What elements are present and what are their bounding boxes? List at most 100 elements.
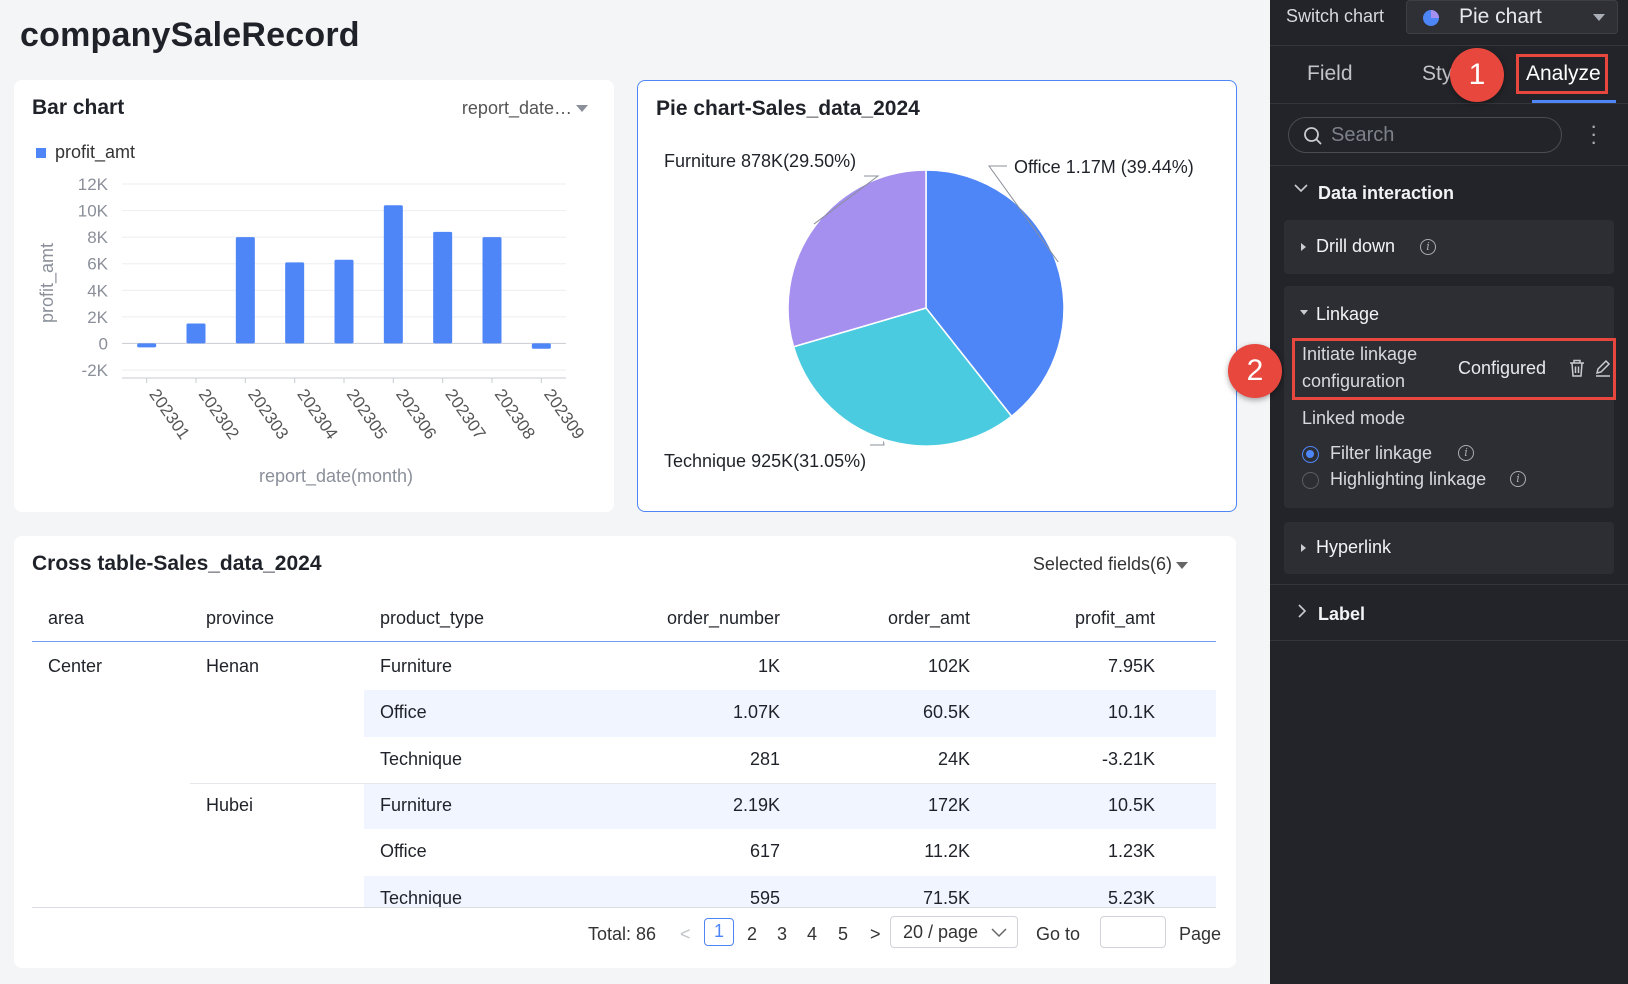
linkage-status: Configured xyxy=(1458,358,1547,378)
x-axis-label: report_date(month) xyxy=(259,466,413,487)
column-header-product-type[interactable]: product_type xyxy=(380,608,485,628)
table-cell-province: Hubei xyxy=(206,794,254,815)
column-header-province[interactable]: province xyxy=(206,608,275,628)
column-header-order-number[interactable]: order_number xyxy=(666,608,780,628)
bar-legend[interactable]: profit_amt xyxy=(36,142,135,163)
pie-chart-plot[interactable]: Office 1.17M (39.44%) Technique 925K(31.0… xyxy=(638,81,1238,513)
dimension-select[interactable]: report_date… xyxy=(461,98,572,118)
search-placeholder: Search xyxy=(1331,124,1395,146)
table-cell-order-amt: 71.5K xyxy=(922,887,970,908)
pie-chart-card[interactable]: Pie chart-Sales_data_2024 Office 1.17M (… xyxy=(637,80,1237,512)
pie-slice-label: Furniture 878K(29.50%) xyxy=(664,151,856,171)
table-cell-profit-amt: 5.23K xyxy=(1107,887,1155,908)
x-tick-label: 202302 xyxy=(195,385,243,442)
tab-analyze[interactable]: Analyze xyxy=(1526,62,1601,85)
divider xyxy=(1270,640,1628,641)
radio-filter-linkage[interactable] xyxy=(1302,446,1319,463)
pie-leader-line xyxy=(870,441,885,446)
page-label: Page xyxy=(1179,924,1222,944)
prev-page-button[interactable]: < xyxy=(680,924,691,944)
info-icon[interactable]: i xyxy=(1420,239,1436,255)
caret-down-icon[interactable] xyxy=(1176,562,1188,569)
highlighting-linkage-label[interactable]: Highlighting linkage xyxy=(1330,469,1487,489)
page-2[interactable]: 2 xyxy=(747,924,758,944)
config-panel: Switch chart Pie chart Field Sty Analyze… xyxy=(1228,0,1628,984)
hyperlink-block[interactable]: Hyperlink xyxy=(1284,522,1614,574)
info-icon[interactable]: i xyxy=(1510,471,1526,487)
bar xyxy=(482,237,502,344)
x-tick-label: 202307 xyxy=(441,385,489,442)
table-cell-profit-amt: 7.95K xyxy=(1107,656,1155,676)
row-stripe xyxy=(364,690,1216,737)
caret-down-icon[interactable] xyxy=(1300,310,1308,315)
dashboard-canvas: companySaleRecord Bar chart report_date…… xyxy=(14,16,1237,968)
page-size-select[interactable]: 20 / page xyxy=(890,916,1018,948)
more-options-icon[interactable]: · · · xyxy=(1590,113,1598,154)
pie-slice xyxy=(792,307,1013,447)
x-tick-label: 202306 xyxy=(392,385,440,442)
bar xyxy=(235,237,255,344)
pie-slice-label: Technique 925K(31.05%) xyxy=(664,451,866,471)
bar xyxy=(383,205,403,344)
tab-style[interactable]: Sty xyxy=(1422,62,1453,85)
filter-linkage-label[interactable]: Filter linkage xyxy=(1330,443,1433,463)
goto-label: Go to xyxy=(1036,924,1081,944)
bar-chart-card[interactable]: Bar chart report_date… profit_amt 12K 10K… xyxy=(14,80,614,512)
x-tick-label: 202308 xyxy=(491,385,539,442)
chart-type-value: Pie chart xyxy=(1459,5,1542,28)
column-header-area[interactable]: area xyxy=(48,608,85,628)
y-tick-label: 8K xyxy=(87,228,108,247)
table-cell-order-number: 2.19K xyxy=(732,794,780,815)
section-label[interactable]: Label xyxy=(1318,604,1366,624)
info-icon[interactable]: i xyxy=(1458,445,1474,461)
linkage-label[interactable]: Linkage xyxy=(1316,304,1380,324)
chart-type-select[interactable]: Pie chart xyxy=(1406,0,1618,34)
caret-down-icon[interactable] xyxy=(576,105,588,112)
selected-fields-select[interactable]: Selected fields(6) xyxy=(1032,554,1172,574)
table-cell-product-type: Office xyxy=(380,702,427,723)
y-tick-label: 6K xyxy=(87,255,108,274)
radio-highlighting-linkage[interactable] xyxy=(1302,472,1319,489)
table-cell-order-number: 1.07K xyxy=(732,702,780,723)
page-3[interactable]: 3 xyxy=(777,924,788,944)
pie-slice-label: Office 1.17M (39.44%) xyxy=(1014,157,1194,177)
highlight-box-linkage-config xyxy=(1292,338,1616,400)
edit-icon[interactable] xyxy=(1594,358,1612,378)
cross-table-card[interactable]: Cross table-Sales_data_2024 Selected fie… xyxy=(14,536,1236,968)
table-cell-product-type: Technique xyxy=(380,887,463,908)
delete-icon[interactable] xyxy=(1568,358,1586,378)
x-tick-label: 202301 xyxy=(145,385,193,442)
drill-down-block[interactable]: Drill down i xyxy=(1284,220,1614,274)
caret-right-icon xyxy=(1301,544,1306,552)
tab-field[interactable]: Field xyxy=(1307,62,1353,85)
table-cell-product-type: Technique xyxy=(380,748,463,769)
switch-chart-label: Switch chart xyxy=(1286,6,1385,26)
caret-right-icon xyxy=(1301,243,1306,251)
next-page-button[interactable]: > xyxy=(870,924,881,944)
page-5[interactable]: 5 xyxy=(838,924,849,944)
chevron-down-icon[interactable] xyxy=(1294,184,1308,194)
pie-leader-line xyxy=(988,165,1059,263)
goto-page-input[interactable] xyxy=(1100,916,1166,948)
pie-slice xyxy=(787,169,927,348)
search-row: Search · · · xyxy=(1270,104,1628,166)
search-input[interactable]: Search xyxy=(1288,117,1562,153)
chevron-right-icon[interactable] xyxy=(1298,604,1308,618)
pie-leader-line xyxy=(813,175,880,225)
bar xyxy=(186,323,206,344)
table-cell-profit-amt: 10.5K xyxy=(1107,794,1155,815)
column-header-profit-amt[interactable]: profit_amt xyxy=(1074,608,1155,628)
page-size-value: 20 / page xyxy=(903,922,979,942)
legend-label: profit_amt xyxy=(55,142,136,162)
section-data-interaction[interactable]: Data interaction xyxy=(1318,183,1455,203)
search-icon xyxy=(1304,127,1322,145)
page-4[interactable]: 4 xyxy=(807,924,818,944)
bar-chart-title: Bar chart xyxy=(32,96,125,119)
y-tick-label: -2K xyxy=(82,361,109,380)
page-1[interactable]: 1 xyxy=(704,918,734,946)
drill-down-label: Drill down xyxy=(1316,236,1396,256)
table-cell-order-number: 1K xyxy=(757,656,780,676)
column-header-order-amt[interactable]: order_amt xyxy=(887,608,970,628)
pie-slice xyxy=(925,169,1065,418)
